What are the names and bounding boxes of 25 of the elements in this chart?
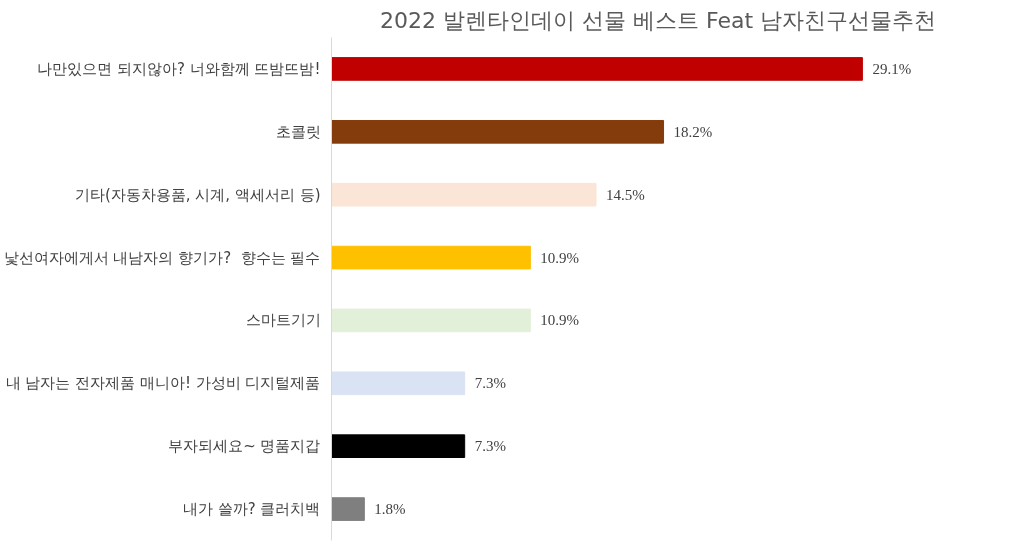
bar	[331, 57, 863, 81]
y-tick-label: 기타(자동차용품, 시계, 액세서리 등)	[74, 185, 321, 204]
bar	[331, 434, 466, 459]
y-tick-label: 나만있으면 되지않아? 너와함께 뜨밤뜨밤!	[37, 59, 321, 78]
data-label: 10.9%	[540, 249, 580, 266]
bar	[331, 245, 531, 270]
y-tick-label: 내 남자는 전자제품 매니아! 가성비 디지털제품	[5, 374, 321, 393]
bar	[331, 182, 597, 207]
bar	[331, 308, 531, 333]
bar	[331, 371, 466, 396]
y-tick-label: 내가 쓸까? 클러치백	[183, 500, 321, 519]
data-label: 7.3%	[474, 438, 506, 455]
y-tick-label: 초콜릿	[275, 122, 321, 141]
data-label: 29.1%	[872, 60, 912, 77]
data-label: 14.5%	[606, 186, 645, 203]
y-tick-label: 스마트기기	[245, 311, 321, 330]
data-label: 7.3%	[474, 375, 506, 392]
chart-title: 2022 발렌타인데이 선물 베스트 Feat 남자친구선물추천	[379, 7, 937, 33]
bar	[331, 120, 665, 144]
data-label: 10.9%	[540, 312, 580, 329]
data-label: 18.2%	[673, 123, 713, 140]
bar	[331, 497, 365, 521]
data-label: 1.8%	[374, 501, 406, 518]
y-tick-label: 부자되세요~ 명품지갑	[168, 437, 321, 456]
y-tick-label: 낯선여자에게서 내남자의 향기가? 향수는 필수	[3, 248, 321, 267]
